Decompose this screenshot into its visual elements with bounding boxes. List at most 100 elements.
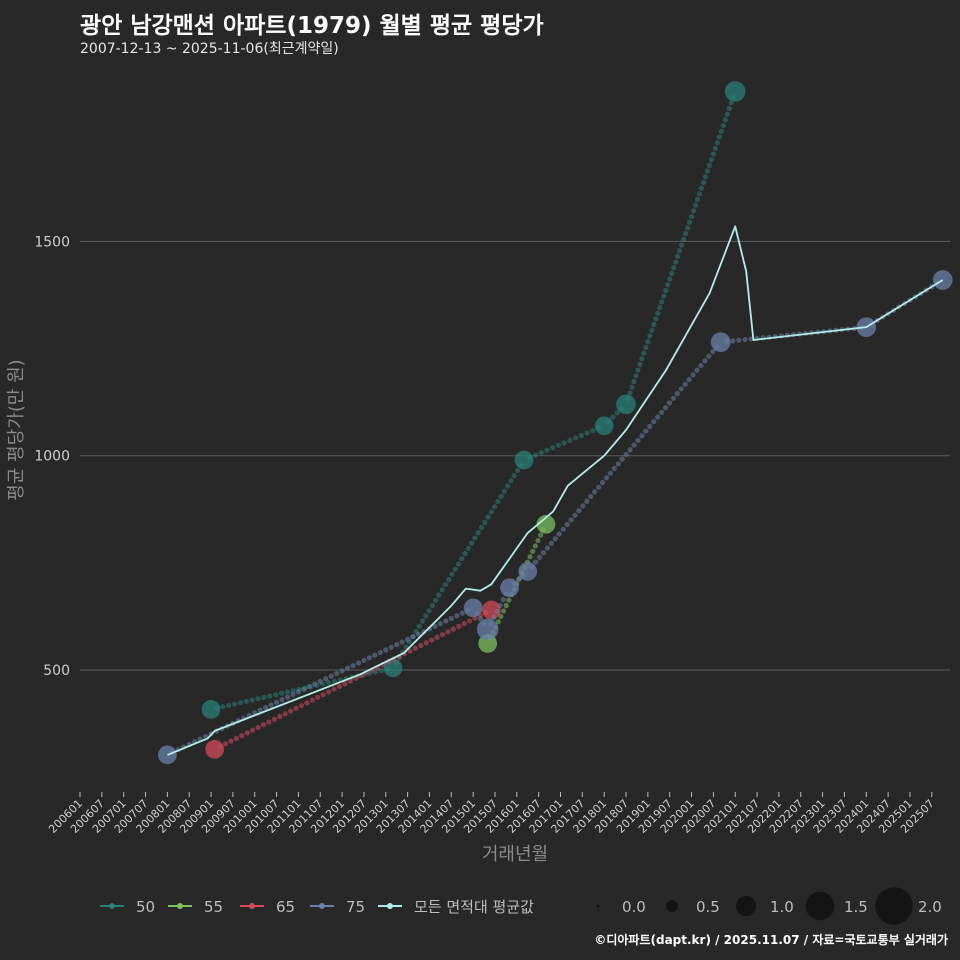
series-50-path-dot — [635, 367, 641, 373]
series-75-path-dot — [702, 358, 708, 364]
legend-label-50: 50 — [136, 898, 155, 916]
series-75-path-dot — [560, 526, 566, 532]
series-50-path-dot — [671, 265, 677, 271]
series-50-path-dot — [698, 185, 705, 191]
series-75-path-dot — [459, 610, 465, 616]
chart-subtitle: 2007-12-13 ~ 2025-11-06(최근계약일) — [80, 41, 339, 57]
series-75-path-dot — [399, 639, 405, 645]
series-50-path-dot — [482, 519, 488, 525]
series-50-point — [616, 394, 636, 415]
series-50-path-dot — [726, 105, 732, 112]
series-50-path-dot — [231, 701, 238, 707]
series-75-path-dot — [377, 649, 383, 656]
series-65-point — [205, 739, 225, 759]
legend-size-label: 2.0 — [918, 898, 942, 916]
series-65-path-dot — [309, 697, 315, 703]
series-50-path-dot — [416, 623, 422, 629]
series-75-path-dot — [548, 540, 554, 546]
series-50-path-dot — [665, 282, 671, 288]
series-50-path-dot — [459, 556, 465, 562]
series-75-path-dot — [323, 676, 329, 682]
series-75-path-dot — [448, 615, 454, 621]
series-50-path-dot — [714, 140, 720, 146]
series-50-path-dot — [378, 667, 384, 674]
series-65-path-dot — [233, 735, 239, 741]
series-50-path-dot — [639, 356, 645, 362]
series-50-path-dot — [716, 134, 722, 140]
series-50-path-dot — [708, 157, 715, 163]
series-65-path-dot — [439, 631, 446, 638]
series-75-path-dot — [568, 517, 574, 523]
series-50-path-dot — [694, 196, 701, 203]
series-65-path-dot — [244, 730, 250, 736]
series-50-path-dot — [614, 410, 620, 416]
series-50-path-dot — [485, 514, 491, 520]
series-75-path-dot — [290, 691, 296, 698]
series-65-path-dot — [429, 637, 435, 643]
legend-size-circle — [596, 904, 600, 908]
series-75-path-dot — [655, 414, 661, 420]
series-75-path-dot — [301, 686, 307, 692]
series-75-path-dot — [603, 475, 610, 481]
series-75-path-dot — [690, 372, 696, 378]
series-50-path-dot — [495, 498, 501, 505]
legend-size-circle — [666, 900, 678, 912]
series-75-path-dot — [410, 634, 416, 640]
series-75-path-dot — [686, 376, 692, 383]
series-75-path-dot — [678, 386, 684, 392]
series-65-path-dot — [423, 640, 429, 646]
series-75-path-dot — [742, 337, 748, 343]
series-50-path-dot — [452, 566, 458, 572]
series-50-path-dot — [475, 530, 481, 536]
series-55-path-dot — [527, 554, 533, 560]
series-50-path-dot — [449, 571, 455, 577]
series-65-path-dot — [326, 689, 332, 695]
series-50-path-dot — [488, 509, 494, 515]
series-50-path-dot — [429, 602, 435, 609]
series-75-path-dot — [405, 636, 411, 642]
series-50-path-dot — [629, 384, 635, 390]
series-50-path-dot — [439, 587, 445, 593]
series-50-path-dot — [544, 447, 550, 453]
series-75-path-dot — [639, 433, 645, 439]
series-50-path-dot — [728, 100, 734, 106]
series-50-path-dot — [255, 696, 261, 702]
series-50-path-dot — [511, 472, 517, 479]
series-50-path-dot — [455, 561, 462, 567]
series-75-path-dot — [344, 665, 351, 671]
series-75-point — [710, 332, 731, 352]
series-65-path-dot — [461, 621, 467, 627]
series-50-path-dot — [643, 344, 649, 351]
series-75-path-dot — [572, 512, 578, 518]
series-50-path-dot — [462, 550, 468, 557]
y-tick-label: 1500 — [34, 234, 70, 250]
series-75-path-dot — [647, 423, 653, 429]
series-55-path-dot — [503, 602, 509, 609]
series-50-path-dot — [655, 310, 661, 316]
legend-dot-50 — [109, 903, 115, 909]
series-75-path-dot — [623, 451, 629, 458]
legend-size-circle — [875, 887, 913, 925]
series-75-path-dot — [328, 673, 334, 679]
series-50-path-dot — [492, 504, 498, 510]
legend-dot-avg — [387, 903, 393, 909]
series-65-path-dot — [277, 713, 283, 720]
series-50-path-dot — [710, 151, 716, 157]
series-75-point — [463, 598, 483, 618]
series-75-path-dot — [372, 652, 378, 658]
series-65-path-dot — [266, 719, 272, 725]
series-65-path-dot — [342, 681, 348, 687]
series-50-path-dot — [442, 582, 449, 588]
series-75-path-dot — [651, 419, 657, 425]
series-50-path-dot — [423, 613, 429, 619]
legend-size-label: 0.5 — [696, 898, 720, 916]
series-75-path-dot — [263, 705, 269, 711]
series-50-path-dot — [532, 452, 539, 458]
series-50-path-dot — [273, 692, 279, 698]
series-50-path-dot — [498, 493, 504, 499]
series-50-path-dot — [610, 414, 616, 420]
series-55-path-dot — [530, 548, 536, 554]
y-tick-label: 500 — [43, 663, 70, 679]
series-75-path-dot — [334, 670, 340, 677]
series-50-path-dot — [702, 174, 709, 180]
